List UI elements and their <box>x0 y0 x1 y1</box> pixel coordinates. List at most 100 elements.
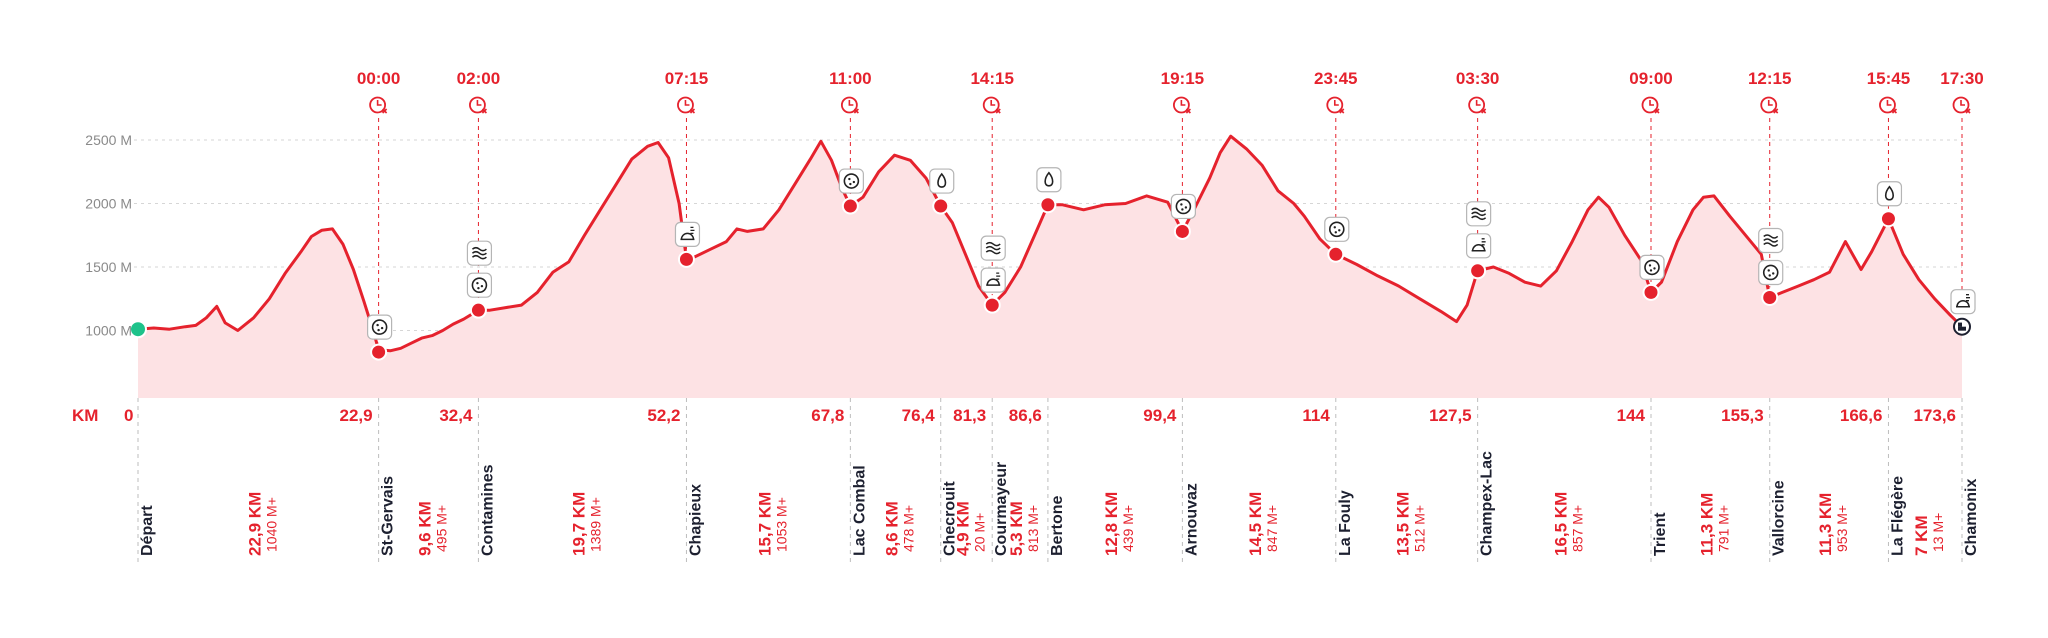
food-icon <box>1758 259 1784 286</box>
hot-meal-steam-shape <box>1481 238 1486 246</box>
drink-wave-shape <box>1471 207 1487 213</box>
aid-station-marker <box>932 197 950 215</box>
station-name-label: Champex-Lac <box>1479 451 1496 556</box>
water-drop-shape <box>1044 171 1054 187</box>
food-dot-shape <box>1338 229 1341 232</box>
hot-meal-steam-shape <box>1966 294 1970 302</box>
drink-wave-shape <box>985 249 1001 255</box>
clock-face <box>369 96 387 114</box>
hot-meal-dome-shape <box>680 232 695 241</box>
km-tick-label: 166,6 <box>1840 406 1883 425</box>
food-dot-shape <box>1653 267 1656 270</box>
clock-icon <box>840 96 859 114</box>
station-name-label: Courmayeur <box>993 462 1010 556</box>
clock-cross <box>1481 108 1487 114</box>
clock-cross <box>481 108 487 114</box>
clock-cross <box>1339 108 1345 114</box>
time-label: 15:45 <box>1867 69 1910 88</box>
food-icon <box>838 168 864 194</box>
y-tick-label: 1000 M <box>85 323 132 339</box>
clock-icon <box>369 96 388 114</box>
drink-wave-shape <box>985 241 1001 247</box>
drink-icon <box>1466 201 1492 227</box>
water-icon-box <box>1036 167 1062 193</box>
marker-layer <box>129 96 1976 361</box>
y-tick-label: 1500 M <box>85 259 132 275</box>
food-icon <box>1324 216 1350 242</box>
clock-cross <box>382 108 388 114</box>
segment-elevation-label: 20 M+ <box>971 513 987 552</box>
food-dot-shape <box>480 284 484 288</box>
hot-meal-dome-shape <box>1956 299 1970 308</box>
food-dot-shape <box>477 286 480 290</box>
food-circle-shape <box>471 277 488 293</box>
km-tick-label: 0 <box>124 406 133 425</box>
time-label: 09:00 <box>1629 69 1672 88</box>
km-axis-label: KM <box>72 406 98 425</box>
text-layer: 1000 M 1500 M 2000 M 2500 M 0 Départ 22,9 St-Ge… <box>72 69 1984 556</box>
station-name-label: Chamonix <box>1963 479 1980 556</box>
clock-hands <box>376 100 382 106</box>
time-label: 19:15 <box>1161 69 1204 88</box>
clock-hands <box>1649 100 1654 106</box>
clock-hands <box>990 100 996 106</box>
station-name-label: Arnouvaz <box>1183 483 1200 556</box>
food-icon-box <box>1170 193 1196 220</box>
km-tick-label: 114 <box>1302 406 1330 425</box>
segment-elevation-label: 857 M+ <box>1569 505 1585 552</box>
food-dot-shape <box>852 180 856 184</box>
clock-icon <box>982 96 1001 114</box>
hot-meal-dome-shape <box>986 278 1001 286</box>
food-dot-shape <box>377 328 380 332</box>
food-circle-shape <box>1762 264 1779 281</box>
clock-cross <box>1965 108 1971 114</box>
aid-station-marker <box>1039 196 1057 214</box>
clock-face <box>1326 96 1344 114</box>
drink-icon <box>980 235 1006 261</box>
food-icon <box>466 272 493 298</box>
time-label: 12:15 <box>1748 69 1791 88</box>
drink-wave-shape <box>1763 234 1779 239</box>
segment-elevation-label: 1040 M+ <box>263 497 279 552</box>
segment-elevation-label: 1053 M+ <box>773 497 789 552</box>
food-circle-shape <box>1328 221 1345 238</box>
segment-elevation-label: 13 M+ <box>1930 513 1946 552</box>
hot-meal-icon <box>1466 233 1492 259</box>
station-name-label: Checrouit <box>942 481 959 556</box>
station-name-label: Bertone <box>1049 495 1066 556</box>
food-circle-shape <box>371 319 388 335</box>
segment-distance-label: 5,3 KM <box>1007 501 1026 556</box>
station-name-label: Lac Combal <box>851 465 868 556</box>
start-point-marker <box>129 320 147 339</box>
time-label: 14:15 <box>970 69 1013 88</box>
food-dot-shape <box>1334 231 1337 234</box>
segment-distance-label: 4,9 KM <box>953 501 972 556</box>
km-tick-label: 144 <box>1617 406 1646 425</box>
food-dot-shape <box>1649 269 1653 272</box>
hot-meal-icon <box>1950 289 1976 315</box>
clock-face <box>1952 96 1970 114</box>
segment-elevation-label: 791 M+ <box>1715 505 1731 552</box>
km-tick-label: 99,4 <box>1143 406 1177 425</box>
food-dot-shape <box>476 281 479 285</box>
time-label: 23:45 <box>1314 69 1357 88</box>
segment-distance-label: 22,9 KM <box>245 492 264 556</box>
food-dot-shape <box>380 326 384 330</box>
clock-icon <box>1879 96 1898 114</box>
aid-station-marker <box>1469 262 1487 280</box>
water-icon-box <box>1876 181 1903 207</box>
food-icon-box <box>838 168 864 194</box>
food-circle-shape <box>1175 198 1192 215</box>
hot-meal-icon <box>674 221 701 247</box>
station-name-label: St-Gervais <box>380 476 397 556</box>
drink-wave-shape <box>471 246 487 252</box>
drink-wave-shape <box>471 254 487 260</box>
segment-distance-label: 7 KM <box>1912 515 1931 556</box>
segment-distance-label: 11,3 KM <box>1697 493 1716 556</box>
clock-icon <box>1952 96 1971 114</box>
drink-icon <box>466 240 493 266</box>
clock-hands <box>848 100 854 106</box>
food-dot-shape <box>849 182 852 186</box>
clock-cross <box>853 108 859 114</box>
clock-cross <box>1773 108 1779 114</box>
